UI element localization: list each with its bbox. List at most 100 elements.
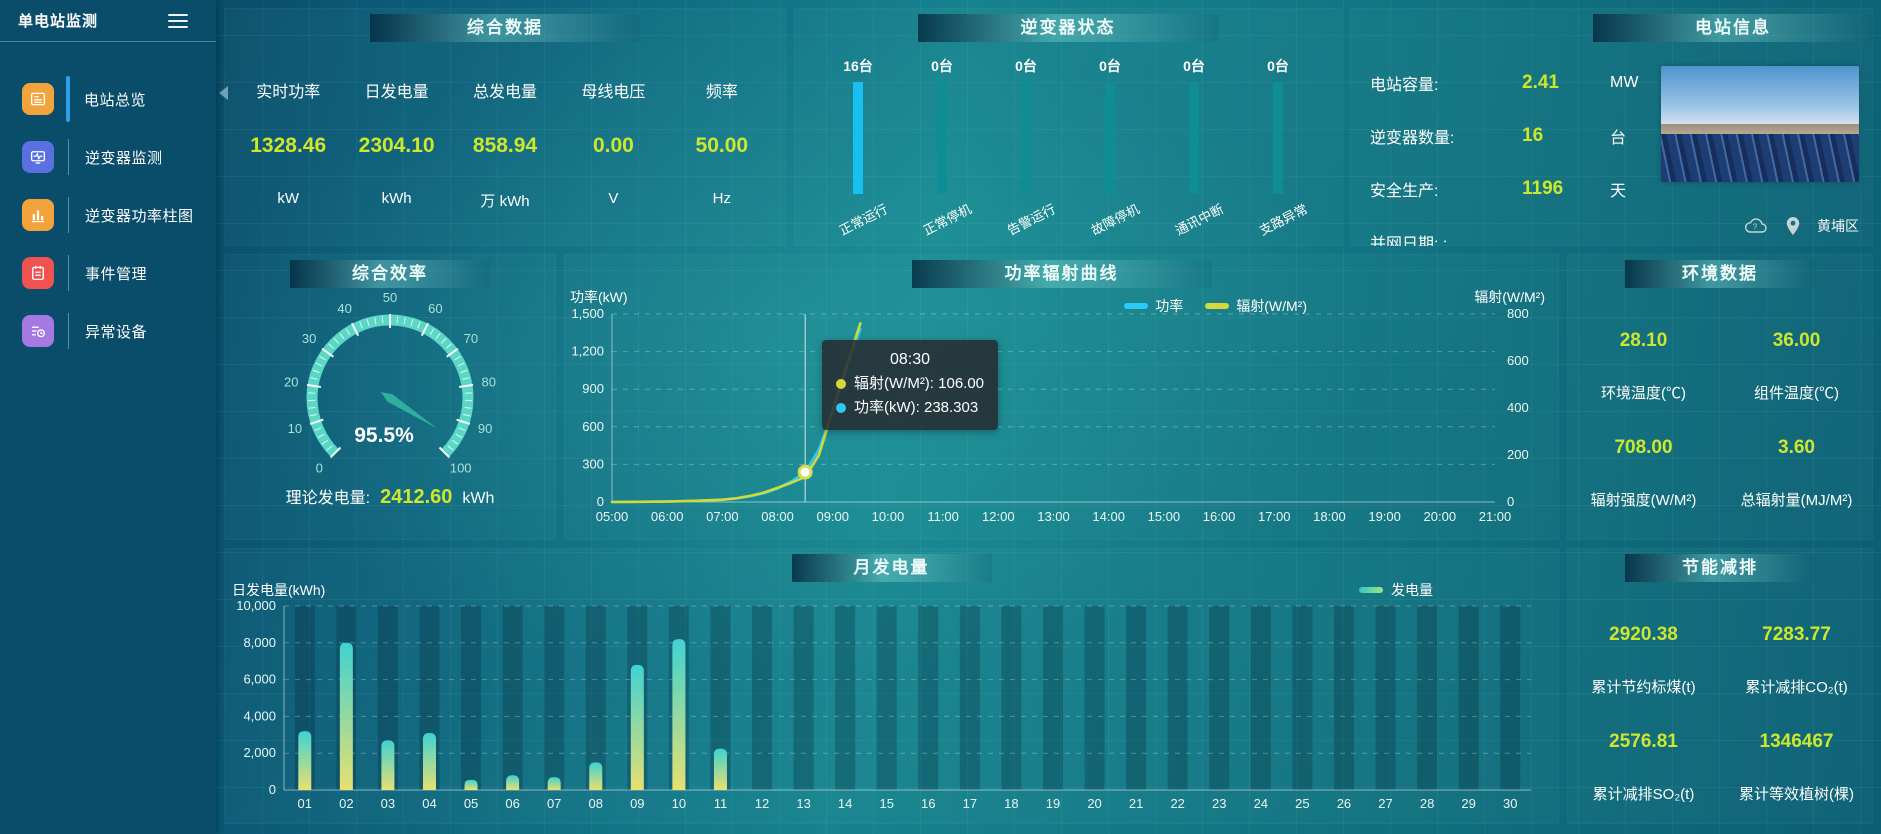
sidebar-item-label: 异常设备 [85, 323, 148, 341]
station-photo [1661, 66, 1859, 182]
metric-label: 实时功率 [256, 84, 321, 101]
cell-label: 累计减排SO₂(t) [1592, 786, 1695, 803]
status-label: 告警运行 [1004, 201, 1058, 239]
svg-text:23: 23 [1212, 796, 1226, 811]
legend-swatch [1124, 303, 1149, 309]
svg-text:03: 03 [381, 796, 395, 811]
inverter-status-alarm-run: 0台 告警运行 [994, 56, 1058, 238]
svg-text:30: 30 [1503, 796, 1517, 811]
svg-text:19: 19 [1046, 796, 1060, 811]
station-capacity-row: 电站容量: 2.41 MW [1350, 56, 1873, 109]
footer-label: 理论发电量: [285, 490, 371, 507]
weather-unknown-cloud-icon: ? [1744, 218, 1767, 233]
svg-text:80: 80 [482, 374, 496, 389]
saving-co2: 7283.77 累计减排CO₂(t) [1720, 624, 1873, 697]
svg-text:13: 13 [796, 796, 810, 811]
svg-text:0: 0 [1507, 494, 1514, 509]
status-label: 正常停机 [920, 201, 974, 239]
svg-text:10:00: 10:00 [872, 509, 905, 524]
status-label: 正常运行 [836, 201, 890, 239]
sidebar: 单电站监测 电站总览 逆变器监测 [0, 0, 216, 834]
status-count: 0台 [1099, 58, 1121, 74]
event-icon [22, 257, 54, 289]
row-unit: 台 [1610, 129, 1627, 147]
hamburger-menu-icon[interactable] [168, 13, 188, 28]
svg-text:14:00: 14:00 [1092, 509, 1125, 524]
inverter-status-comm-lost: 0台 通讯中断 [1162, 56, 1226, 238]
row-value: 16 [1522, 124, 1544, 146]
status-bar [1273, 82, 1283, 194]
svg-text:28: 28 [1420, 796, 1434, 811]
legend-label: 发电量 [1391, 582, 1433, 598]
sidebar-item-inverter-power-bars[interactable]: 逆变器功率柱图 [0, 186, 216, 244]
svg-text:?: ? [1753, 223, 1758, 232]
svg-text:05: 05 [464, 796, 478, 811]
station-info-rows: 电站容量: 2.41 MW 逆变器数量: 16 台 安全生产: 1196 天 [1350, 42, 1873, 247]
saving-so2: 2576.81 累计减排SO₂(t) [1567, 731, 1720, 804]
collapse-arrow[interactable] [219, 86, 228, 100]
svg-text:20:00: 20:00 [1424, 509, 1457, 524]
svg-text:95.5%: 95.5% [354, 424, 414, 447]
svg-text:600: 600 [582, 419, 604, 434]
panel-power-radiation-curve: 功率辐射曲线 功率 辐射(W/M²) 0 300 600 900 1,200 1,500 0… [564, 254, 1559, 540]
legend-power[interactable]: 功率 [1124, 296, 1183, 316]
svg-text:30: 30 [302, 331, 316, 346]
svg-text:60: 60 [428, 301, 442, 316]
svg-text:90: 90 [478, 421, 492, 436]
sidebar-item-inverter-monitor[interactable]: 逆变器监测 [0, 128, 216, 186]
svg-text:01: 01 [298, 796, 312, 811]
active-indicator [66, 76, 70, 122]
svg-text:12:00: 12:00 [982, 509, 1015, 524]
svg-text:17:00: 17:00 [1258, 509, 1291, 524]
metric-daily-energy: 日发电量 2304.10 kWh [342, 42, 450, 211]
status-bar [1021, 82, 1031, 194]
cell-value: 2576.81 [1609, 731, 1678, 752]
panel-title: 综合效率 [290, 260, 490, 288]
metric-value: 2304.10 [358, 134, 435, 157]
sidebar-menu: 电站总览 逆变器监测 逆变器功率柱图 [0, 70, 216, 360]
line-chart[interactable]: 0 300 600 900 1,200 1,500 0 200 400 600 800 05:00 06… [564, 288, 1549, 528]
svg-text:24: 24 [1254, 796, 1268, 811]
panel-environment-data: 环境数据 28.10 环境温度(℃) 36.00 组件温度(℃) 708.00 … [1567, 254, 1873, 540]
legend-radiation[interactable]: 辐射(W/M²) [1205, 296, 1307, 316]
bar-chart[interactable]: 0 2,000 4,000 6,000 8,000 10,000 01 02 03 04 05 06 0… [224, 582, 1547, 814]
sidebar-item-event-management[interactable]: 事件管理 [0, 244, 216, 302]
curve-legend: 功率 辐射(W/M²) [1124, 296, 1307, 316]
item-divider [68, 139, 69, 175]
env-ambient-temp: 28.10 环境温度(℃) [1567, 330, 1720, 403]
svg-text:29: 29 [1461, 796, 1475, 811]
metric-value: 0.00 [592, 134, 634, 157]
sidebar-item-abnormal-devices[interactable]: 异常设备 [0, 302, 216, 360]
svg-text:05:00: 05:00 [596, 509, 629, 524]
env-radiation-intensity: 708.00 辐射强度(W/M²) [1567, 437, 1720, 510]
station-footer: ? 黄埔区 [1743, 216, 1859, 236]
panel-energy-saving: 节能减排 2920.38 累计节约标煤(t) 7283.77 累计减排CO₂(t… [1567, 548, 1873, 824]
inverter-status-normal-run: 16台 正常运行 [826, 56, 890, 238]
app-title: 单电站监测 [18, 13, 99, 30]
env-total-radiation: 3.60 总辐射量(MJ/M²) [1720, 437, 1873, 510]
panel-inverter-status: 逆变器状态 16台 正常运行 0台 正常停机 0台 [794, 8, 1342, 246]
svg-text:27: 27 [1378, 796, 1392, 811]
location-pin-icon[interactable] [1785, 216, 1801, 236]
panel-station-info: 电站信息 电站容量: 2.41 MW 逆变器数量: 16 台 安全生产: 119 [1350, 8, 1873, 246]
efficiency-gauge: 0 10 20 30 40 50 60 70 80 90 100 95.5% 理论发电量: 2412.… [224, 288, 556, 509]
metric-unit: V [608, 190, 619, 207]
status-count: 16台 [843, 58, 873, 74]
svg-text:20: 20 [284, 374, 298, 389]
svg-text:25: 25 [1295, 796, 1309, 811]
sidebar-item-label: 逆变器功率柱图 [85, 207, 194, 225]
svg-text:日发电量(kWh): 日发电量(kWh) [232, 582, 325, 598]
inverter-status-branch-abnormal: 0台 支路异常 [1246, 56, 1310, 238]
monthly-legend[interactable]: 发电量 [1359, 580, 1433, 600]
metric-label: 母线电压 [581, 84, 646, 101]
cell-label: 总辐射量(MJ/M²) [1740, 492, 1853, 509]
svg-text:21:00: 21:00 [1479, 509, 1512, 524]
row-label: 并网日期: : [1370, 235, 1448, 247]
inverter-status-bars: 16台 正常运行 0台 正常停机 0台 告警运行 [794, 56, 1342, 238]
saving-trees: 1346467 累计等效植树(棵) [1720, 731, 1873, 804]
svg-text:4,000: 4,000 [243, 708, 276, 723]
sidebar-item-station-overview[interactable]: 电站总览 [0, 70, 216, 128]
inverter-count-row: 逆变器数量: 16 台 [1350, 109, 1873, 162]
summary-metrics: 实时功率 1328.46 kW 日发电量 2304.10 kWh 总发电量 85… [224, 42, 786, 211]
